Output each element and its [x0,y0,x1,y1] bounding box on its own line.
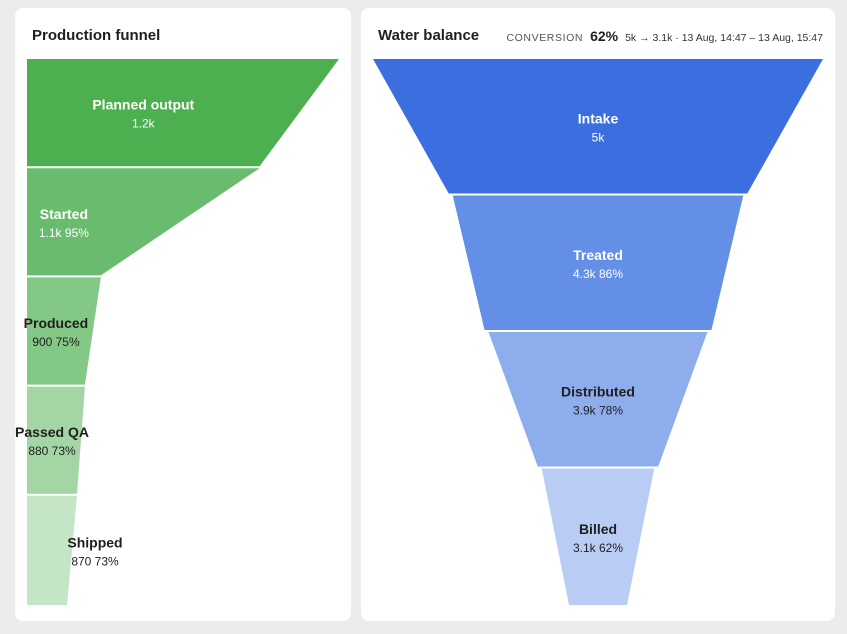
water-stage-billed [541,468,655,605]
production-stage-values-started: 1.1k 95% [39,226,89,240]
production-stage-shipped [27,495,77,605]
production-stage-label-started: Started [40,206,88,222]
production-stage-label-passed-qa: Passed QA [15,424,89,440]
water-balance-chart: Intake 5k Treated 4.3k 86% Distributed 3.9k 7… [373,59,823,605]
water-stage-treated [452,195,744,330]
water-stage-distributed [488,332,708,467]
production-stage-label-planned-output: Planned output [92,97,194,113]
water-stage-label-treated: Treated [573,247,623,263]
water-stage-label-distributed: Distributed [561,383,635,399]
production-stage-values-shipped: 870 73% [71,554,119,568]
water-stage-intake [373,59,823,194]
conversion-value: 62% [590,28,619,44]
conversion-label: CONVERSION [506,32,584,44]
conversion-summary: CONVERSION 62% 5k → 3.1k · 13 Aug, 14:47… [506,28,823,44]
water-stage-label-intake: Intake [578,110,619,126]
water-stage-values-billed: 3.1k 62% [573,541,623,555]
production-stage-started [27,168,260,276]
water-stage-label-billed: Billed [579,521,617,537]
production-stage-label-produced: Produced [24,315,89,331]
production-funnel-title: Production funnel [32,27,161,44]
water-balance-title: Water balance [378,27,480,44]
production-stage-produced [27,277,101,385]
water-balance-card: Water balance CONVERSION 62% 5k → 3.1k ·… [361,8,835,621]
production-stage-label-shipped: Shipped [67,534,122,550]
water-stage-values-distributed: 3.9k 78% [573,403,623,417]
production-stage-planned-output [27,59,339,167]
production-stage-values-passed-qa: 880 73% [28,444,76,458]
conversion-range: 5k → 3.1k · 13 Aug, 14:47 – 13 Aug, 15:4… [625,32,823,44]
production-funnel-chart: Planned output 1.2k Started 1.1k 95% Produce… [15,59,339,605]
water-stage-values-intake: 5k [592,130,606,144]
production-funnel-card: Production funnel Planned output 1.2k Star… [15,8,351,621]
water-stage-values-treated: 4.3k 86% [573,267,623,281]
production-stage-values-planned-output: 1.2k [132,117,156,131]
production-stage-passed-qa [27,386,85,494]
production-stage-values-produced: 900 75% [32,335,80,349]
